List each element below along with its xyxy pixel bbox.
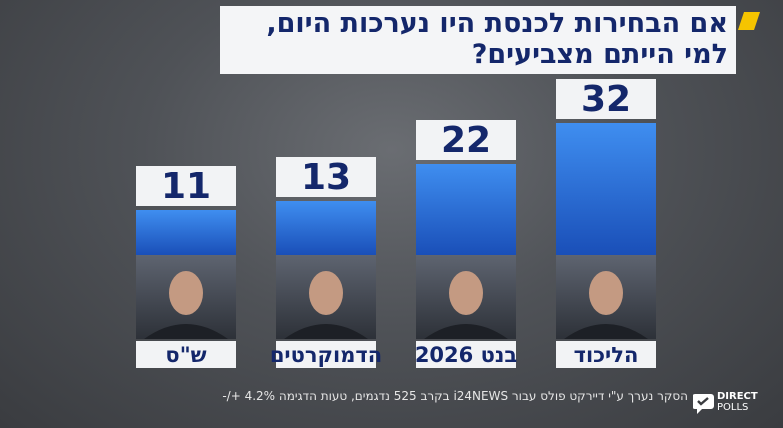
category-label: הליכוד	[574, 343, 639, 367]
category-label: הדמוקרטים	[270, 343, 382, 367]
category-box	[136, 341, 236, 368]
bar-value-label: 11	[161, 166, 211, 207]
source-note: הסקר נערך ע"י דיירקט פולס עבור i24NEWS ב…	[222, 389, 688, 403]
category-label: ש"ס	[165, 343, 206, 367]
portrait-head-icon	[169, 271, 203, 315]
category-box	[556, 341, 656, 368]
chat-bubbles-check-icon	[693, 394, 714, 414]
bar-value-label: 13	[301, 157, 351, 198]
bar	[276, 201, 376, 255]
portrait-shoulders-icon	[424, 324, 508, 339]
portrait-head-icon	[309, 271, 343, 315]
logo-text-polls: POLLS	[717, 402, 749, 413]
bar-value-label: 32	[581, 79, 631, 120]
value-box	[416, 120, 516, 160]
bar-group: 32 הליכוד	[556, 79, 656, 368]
portrait-shoulders-icon	[284, 324, 368, 339]
portrait-head-icon	[449, 271, 483, 315]
direct-polls-logo: DIRECT POLLS	[693, 389, 763, 417]
bar-value-label: 22	[441, 120, 491, 161]
portrait-head-icon	[589, 271, 623, 315]
logo-text-direct: DIRECT	[717, 391, 758, 402]
bar	[136, 210, 236, 255]
title-accent-icon	[738, 12, 760, 30]
bar-group: 11 ש"ס	[136, 166, 236, 368]
title-line-1: אם הבחירות לכנסת היו נערכות היום,	[266, 8, 728, 39]
bar-group: 13 הדמוקרטים	[270, 157, 382, 368]
value-box	[556, 79, 656, 119]
category-label: בנט 2026	[415, 343, 517, 367]
bar-group: 22 בנט 2026	[415, 120, 517, 368]
value-box	[276, 157, 376, 197]
category-box	[416, 341, 516, 368]
bar	[556, 123, 656, 255]
bar	[416, 164, 516, 255]
portrait-shoulders-icon	[144, 324, 228, 339]
portrait-shoulders-icon	[564, 324, 648, 339]
title-line-2: למי הייתם מצביעים?	[471, 39, 728, 70]
category-box	[276, 341, 376, 368]
chart-title: אם הבחירות לכנסת היו נערכות היום, למי הי…	[220, 6, 736, 74]
value-box	[136, 166, 236, 206]
